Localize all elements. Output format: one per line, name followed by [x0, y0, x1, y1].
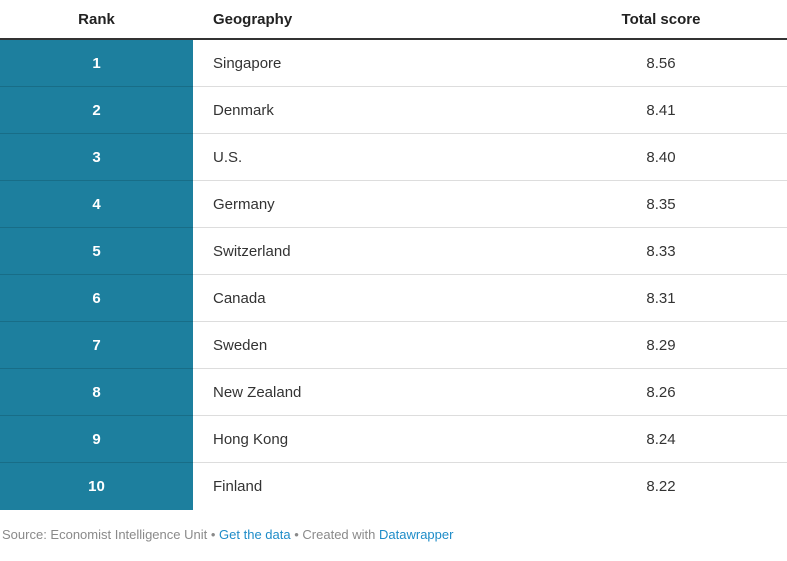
table-row: 3 U.S. 8.40 [0, 134, 787, 181]
geography-cell: Hong Kong [193, 416, 535, 463]
score-cell: 8.24 [535, 416, 787, 463]
table-row: 8 New Zealand 8.26 [0, 369, 787, 416]
rank-cell: 7 [0, 322, 193, 369]
footer-separator: • [210, 527, 216, 542]
rank-cell: 5 [0, 228, 193, 275]
rank-cell: 3 [0, 134, 193, 181]
geography-cell: New Zealand [193, 369, 535, 416]
score-cell: 8.41 [535, 87, 787, 134]
geography-cell: Sweden [193, 322, 535, 369]
rank-cell: 1 [0, 40, 193, 87]
geography-cell: Finland [213, 478, 263, 495]
table-row: 4 Germany 8.35 [0, 181, 787, 228]
score-cell: 8.29 [535, 322, 787, 369]
rank-cell: 9 [0, 416, 193, 463]
source-label: Source: Economist Intelligence Unit [2, 527, 208, 542]
rank-cell: 2 [0, 87, 193, 134]
datawrapper-link[interactable]: Datawrapper [379, 527, 454, 542]
rank-cell: 6 [0, 275, 193, 322]
score-cell: 8.31 [535, 275, 787, 322]
geography-cell: Singapore [193, 40, 535, 87]
geography-cell: Germany [193, 181, 535, 228]
rank-cell: 8 [0, 369, 193, 416]
rank-cell: 10 [0, 463, 193, 510]
score-cell: 8.33 [535, 228, 787, 275]
created-with-label: Created with [302, 527, 376, 542]
header-total-score: Total score [621, 10, 701, 28]
geography-cell: Denmark [193, 87, 535, 134]
header-geography: Geography [213, 10, 293, 28]
table-row: 5 Switzerland 8.33 [0, 228, 787, 275]
table-header-row: Rank Geography Total score [0, 0, 787, 40]
score-cell: 8.56 [535, 40, 787, 87]
table-row: 1 Singapore 8.56 [0, 40, 787, 87]
get-the-data-link[interactable]: Get the data [219, 527, 291, 542]
score-cell: 8.22 [646, 478, 676, 495]
table-row: 10 Finland 8.22 [0, 463, 787, 510]
header-rank: Rank [78, 10, 115, 28]
table-row: 7 Sweden 8.29 [0, 322, 787, 369]
score-cell: 8.26 [535, 369, 787, 416]
table-row: 6 Canada 8.31 [0, 275, 787, 322]
ranking-table: Rank Geography Total score 1 Singapore 8… [0, 0, 787, 510]
footer-separator: • [294, 527, 299, 542]
table-row: 9 Hong Kong 8.24 [0, 416, 787, 463]
table-row: 2 Denmark 8.41 [0, 87, 787, 134]
source-footer: Source: Economist Intelligence Unit • Ge… [0, 527, 787, 542]
geography-cell: Switzerland [193, 228, 535, 275]
geography-cell: Canada [193, 275, 535, 322]
geography-cell: U.S. [193, 134, 535, 181]
rank-cell: 4 [0, 181, 193, 228]
score-cell: 8.40 [535, 134, 787, 181]
score-cell: 8.35 [535, 181, 787, 228]
